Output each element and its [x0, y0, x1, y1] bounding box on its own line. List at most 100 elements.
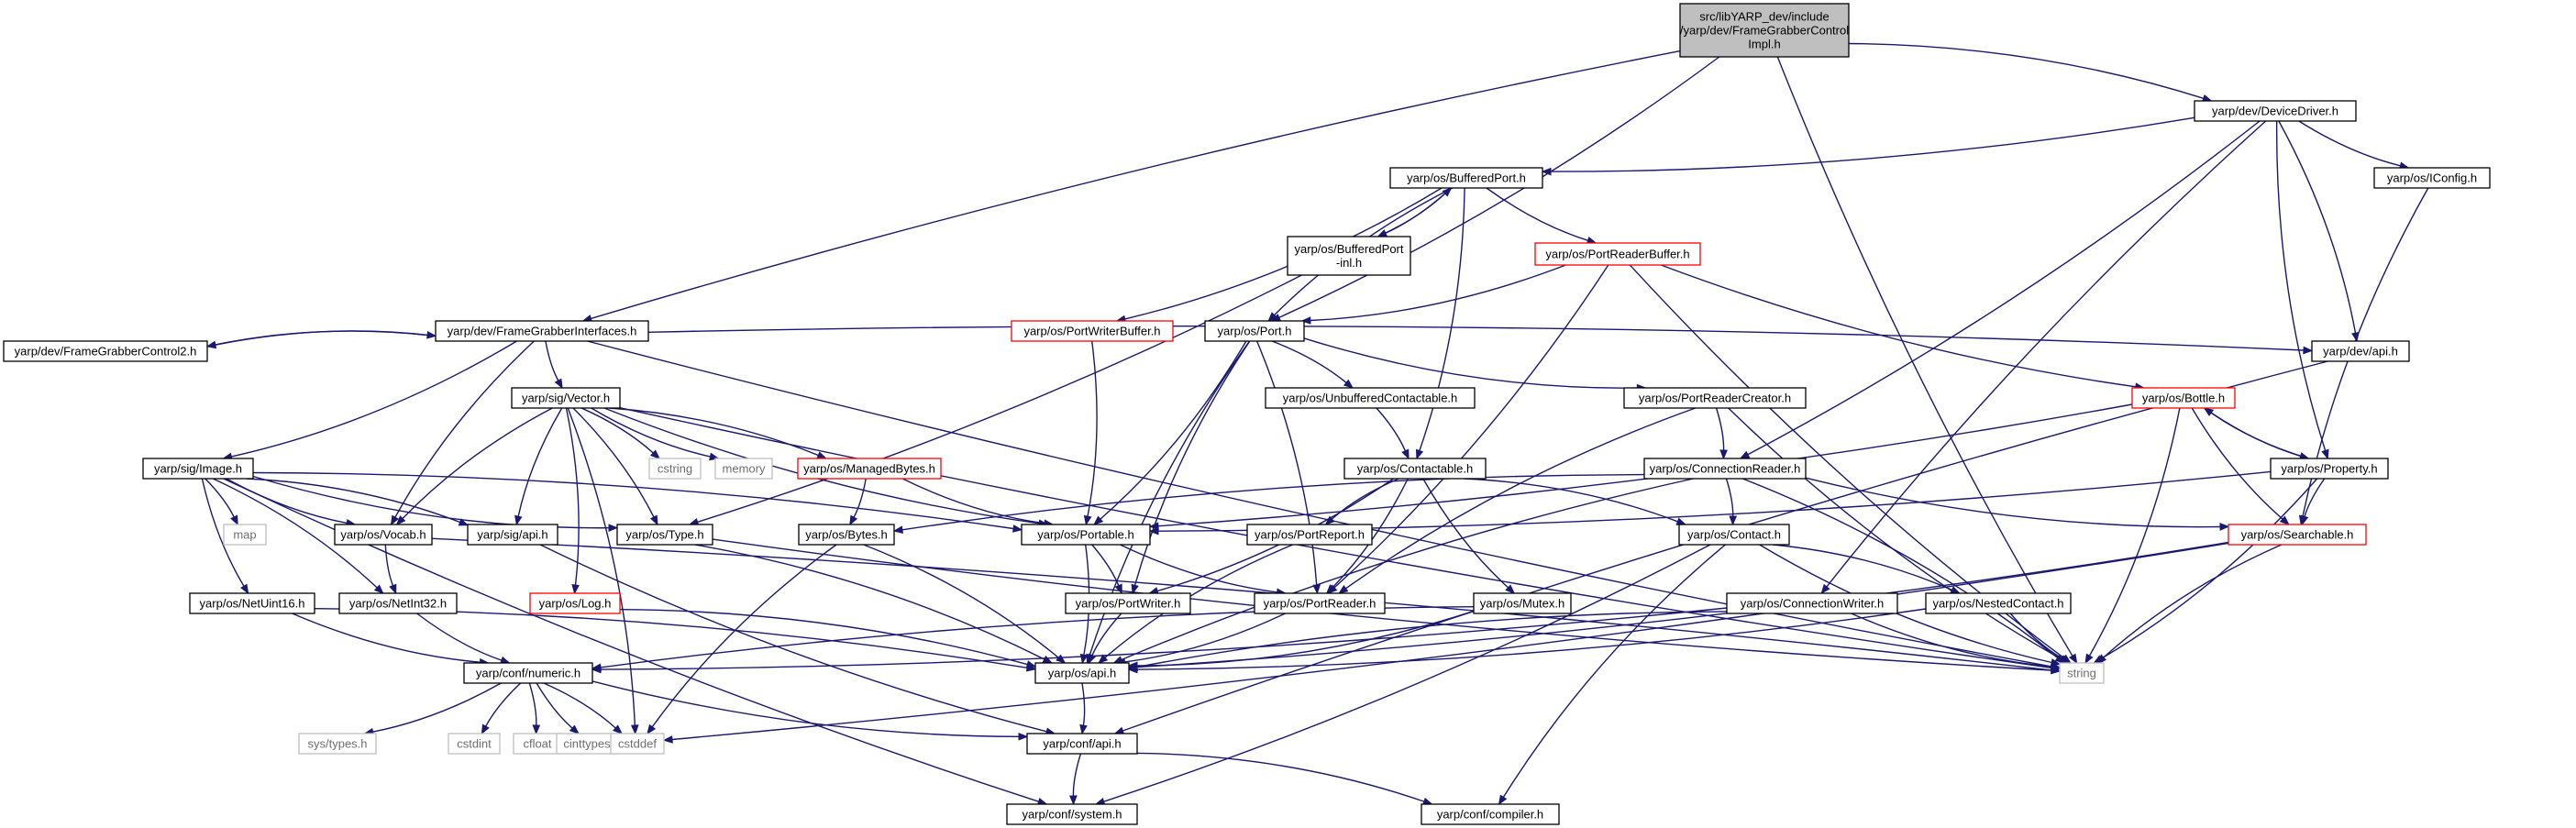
edge-sigvector-to-portable: [603, 407, 1040, 524]
node-sigimage[interactable]: yarp/sig/Image.h: [142, 458, 254, 480]
node-portable[interactable]: yarp/os/Portable.h: [1021, 524, 1151, 546]
arrowhead-connectionwriter-to-string: [2051, 662, 2062, 671]
arrowhead-sigvector-to-sigapi: [514, 514, 523, 526]
node-sigapi[interactable]: yarp/sig/api.h: [467, 524, 558, 546]
arrowhead-sigvector-to-vocab: [395, 515, 406, 525]
node-sigvector[interactable]: yarp/sig/Vector.h: [511, 387, 621, 409]
node-map[interactable]: map: [223, 524, 267, 546]
edge-portreaderbuffer-to-bottle: [1660, 264, 2136, 388]
node-box: [1026, 733, 1138, 755]
arrowhead-fgi-to-sigvector: [554, 378, 563, 390]
node-bytes[interactable]: yarp/os/Bytes.h: [798, 524, 895, 546]
node-connectionwriter[interactable]: yarp/os/ConnectionWriter.h: [1726, 592, 1898, 614]
node-bottle[interactable]: yarp/os/Bottle.h: [2131, 387, 2236, 409]
node-netuint16[interactable]: yarp/os/NetUint16.h: [189, 592, 315, 614]
node-port[interactable]: yarp/os/Port.h: [1204, 320, 1305, 342]
node-label: yarp/os/Property.h: [2281, 462, 2377, 476]
node-cfloat[interactable]: cfloat: [513, 733, 562, 755]
node-mutex[interactable]: yarp/os/Mutex.h: [1473, 592, 1572, 614]
node-label: yarp/os/ConnectionReader.h: [1650, 462, 1801, 476]
arrowhead-port-to-portable: [1093, 515, 1104, 525]
node-portreadercreator[interactable]: yarp/os/PortReaderCreator.h: [1623, 387, 1807, 409]
node-type[interactable]: yarp/os/Type.h: [616, 524, 713, 546]
node-label: yarp/os/BufferedPort.h: [1407, 171, 1526, 185]
node-cstring[interactable]: cstring: [648, 458, 702, 480]
node-confsystem[interactable]: yarp/conf/system.h: [1006, 803, 1138, 825]
node-log[interactable]: yarp/os/Log.h: [529, 592, 621, 614]
node-label: yarp/os/Contact.h: [1687, 528, 1781, 542]
arrowhead-sigvector-to-type: [649, 514, 658, 526]
edge-confnumeric-to-cstddef: [543, 682, 616, 729]
node-label: sys/types.h: [307, 737, 367, 751]
edge-connectionreader-to-string: [1741, 478, 2059, 658]
node-bufferedport[interactable]: yarp/os/BufferedPort.h: [1389, 167, 1543, 189]
node-label: yarp/os/UnbufferedContactable.h: [1283, 392, 1458, 405]
node-label: yarp/conf/api.h: [1043, 737, 1121, 751]
node-box: [1246, 524, 1373, 546]
node-cstddef[interactable]: cstddef: [610, 733, 665, 755]
node-label: yarp/sig/Vector.h: [522, 392, 610, 405]
edge-port-to-portreadercreator: [1303, 337, 1638, 389]
edge-confnumeric-to-cinttypes: [536, 682, 573, 729]
edge-portreadercreator-to-string: [1728, 407, 2062, 660]
node-box: [648, 458, 702, 480]
node-label: yarp/os/PortReport.h: [1255, 528, 1365, 542]
node-label: yarp/dev/api.h: [2323, 345, 2398, 359]
arrowhead-contactable-to-portreport: [1324, 515, 1335, 525]
node-confnumeric[interactable]: yarp/conf/numeric.h: [463, 662, 593, 684]
node-box: [435, 320, 649, 342]
edge-connectionreader-to-contact: [1725, 478, 1734, 517]
edge-bytes-to-osapi: [863, 544, 1059, 658]
edge-sigimage-to-netint32: [213, 478, 378, 589]
node-osapi[interactable]: yarp/os/api.h: [1034, 662, 1130, 684]
edge-sigimage-to-netuint16: [201, 478, 245, 587]
node-portreport[interactable]: yarp/os/PortReport.h: [1246, 524, 1373, 546]
node-nestedcontact[interactable]: yarp/os/NestedContact.h: [1925, 592, 2072, 614]
node-fgc2[interactable]: yarp/dev/FrameGrabberControl2.h: [3, 340, 208, 362]
edge-bufferedport-to-portwriterbuffer: [1124, 187, 1443, 320]
node-label: yarp/os/PortWriter.h: [1076, 597, 1181, 611]
node-contactable[interactable]: yarp/os/Contactable.h: [1343, 458, 1487, 480]
node-portreaderbuffer[interactable]: yarp/os/PortReaderBuffer.h: [1534, 242, 1701, 266]
node-connectionreader[interactable]: yarp/os/ConnectionReader.h: [1643, 458, 1807, 480]
arrowhead-connectionwriter-to-confnumeric: [591, 665, 602, 674]
node-portwriterbuffer[interactable]: yarp/os/PortWriterBuffer.h: [1011, 320, 1174, 342]
node-portwriter[interactable]: yarp/os/PortWriter.h: [1065, 592, 1191, 614]
nodes-layer: src/libYARP_dev/include/yarp/dev/FrameGr…: [3, 3, 2491, 825]
arrowhead-sigvector-to-log: [571, 584, 580, 595]
node-label: cstring: [658, 462, 692, 476]
arrowhead-devicedriver-to-bufferedport: [1541, 167, 1552, 176]
edge-sigvector-to-vocab: [402, 407, 553, 519]
node-contact[interactable]: yarp/os/Contact.h: [1678, 524, 1790, 546]
node-portreader[interactable]: yarp/os/PortReader.h: [1254, 592, 1386, 614]
node-cstdint[interactable]: cstdint: [448, 733, 501, 755]
edge-confnumeric-to-confapi: [591, 680, 1020, 737]
node-confapi[interactable]: yarp/conf/api.h: [1026, 733, 1138, 755]
node-devicedriver[interactable]: yarp/dev/DeviceDriver.h: [2194, 100, 2357, 122]
node-vocab[interactable]: yarp/os/Vocab.h: [334, 524, 433, 546]
node-fgi[interactable]: yarp/dev/FrameGrabberInterfaces.h: [435, 320, 649, 342]
node-box: [1254, 592, 1386, 614]
node-root[interactable]: src/libYARP_dev/include/yarp/dev/FrameGr…: [1679, 3, 1850, 58]
node-devapi[interactable]: yarp/dev/api.h: [2311, 340, 2410, 362]
edge-portreader-to-osapi: [1124, 613, 1286, 663]
node-label: yarp/os/Contactable.h: [1357, 462, 1473, 476]
node-string[interactable]: string: [2059, 662, 2105, 684]
node-memory[interactable]: memory: [714, 458, 773, 480]
node-iconfig[interactable]: yarp/os/IConfig.h: [2373, 167, 2491, 189]
node-property[interactable]: yarp/os/Property.h: [2270, 458, 2389, 480]
node-searchable[interactable]: yarp/os/Searchable.h: [2228, 524, 2367, 546]
arrowhead-confnumeric-to-cfloat: [532, 724, 541, 735]
node-cinttypes[interactable]: cinttypes: [556, 733, 618, 755]
arrowhead-bottle-to-portable: [1148, 522, 1159, 531]
edge-bottle-to-searchable: [2191, 407, 2283, 520]
node-unbuffered[interactable]: yarp/os/UnbufferedContactable.h: [1265, 387, 1476, 409]
node-bufferedportinl[interactable]: yarp/os/BufferedPort -inl.h: [1287, 236, 1411, 276]
node-netint32[interactable]: yarp/os/NetInt32.h: [338, 592, 458, 614]
edge-sigimage-to-map: [205, 478, 235, 518]
node-box: [1726, 592, 1898, 614]
node-label: yarp/os/Type.h: [625, 528, 703, 542]
node-systypes[interactable]: sys/types.h: [298, 733, 377, 755]
node-managedbytes[interactable]: yarp/os/ManagedBytes.h: [797, 458, 942, 480]
node-confcompiler[interactable]: yarp/conf/compiler.h: [1421, 803, 1560, 825]
